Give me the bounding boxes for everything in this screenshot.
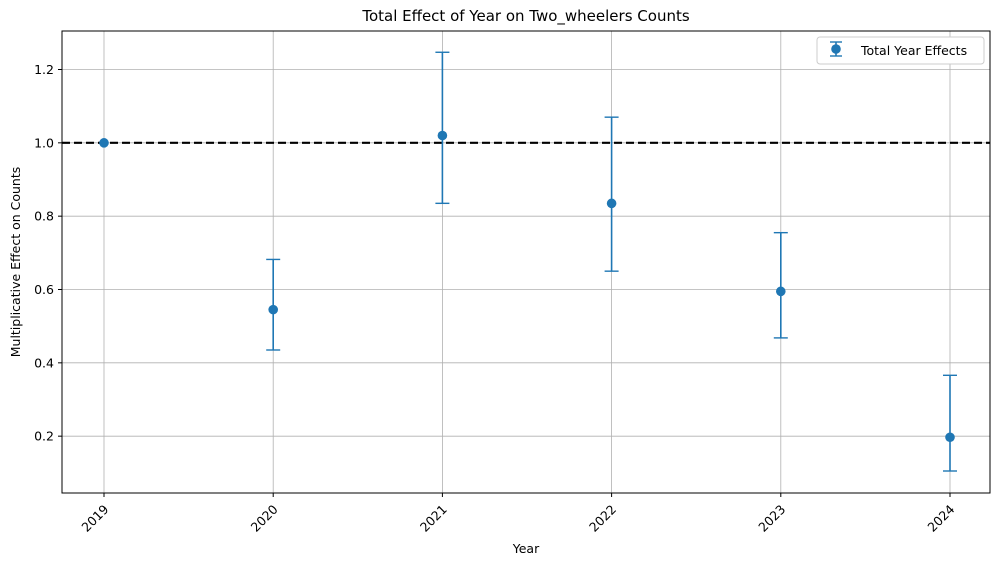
- data-point: [606, 198, 617, 209]
- y-axis-label: Multiplicative Effect on Counts: [8, 167, 23, 358]
- legend-box: [816, 36, 985, 65]
- y-tick-label: 0.2: [34, 429, 54, 444]
- data-point: [776, 286, 786, 297]
- legend: Total Year Effects: [816, 36, 985, 65]
- legend-point: [831, 44, 841, 54]
- data-point: [99, 138, 109, 148]
- y-tick-label: 1.2: [34, 62, 54, 77]
- y-tick-label: 0.8: [34, 209, 54, 224]
- data-point: [268, 304, 279, 315]
- y-tick-label: 0.6: [34, 282, 54, 297]
- plot-frame: [61, 30, 991, 494]
- legend-marker: [830, 41, 842, 57]
- x-axis-label: Year: [512, 541, 540, 556]
- y-tick-label: 0.4: [34, 355, 54, 370]
- chart-title: Total Effect of Year on Two_wheelers Cou…: [361, 7, 689, 26]
- y-axis: 0.2 0.4 0.6 0.8 1.0 1.2: [34, 62, 62, 444]
- data-point: [437, 130, 448, 141]
- legend-label: Total Year Effects: [860, 43, 967, 58]
- data-point: [945, 432, 955, 443]
- y-tick-label: 1.0: [34, 135, 54, 150]
- series-group: [99, 51, 957, 472]
